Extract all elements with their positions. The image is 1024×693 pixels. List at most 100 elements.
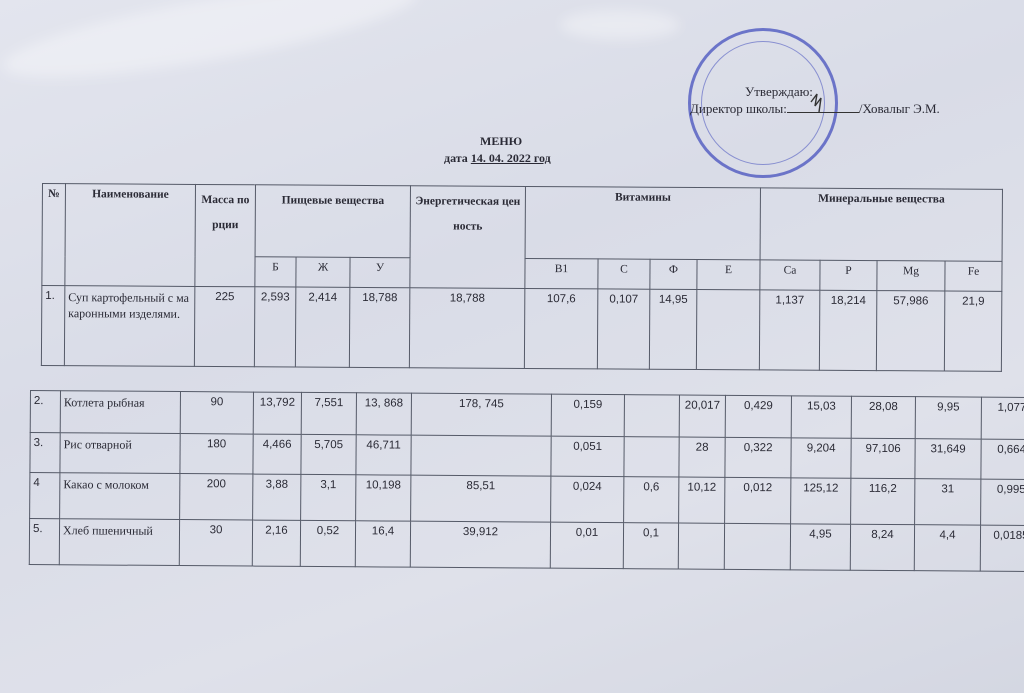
cell-name: Суп картофельный с макаронными изделями. (64, 285, 195, 367)
cell-name: Рис отварной (59, 432, 181, 474)
cell-energy (410, 435, 552, 477)
header-minerals: Минеральные вещества (760, 187, 1003, 262)
date-prefix: дата (444, 151, 468, 165)
subheader-5: Ф (649, 259, 698, 290)
cell-e: 0,429 (725, 395, 792, 438)
signature (810, 93, 822, 113)
signature-line (786, 93, 859, 113)
cell-ca: 15,03 (791, 395, 852, 439)
cell-u: 46,711 (355, 434, 412, 476)
table-row: 5. Хлеб пшеничный 30 2,16 0,52 16,4 39,912 0,01… (29, 518, 1024, 572)
cell-mg: 31,649 (914, 438, 982, 480)
cell-b: 2,16 (252, 520, 301, 567)
table-row: 2. Котлета рыбная 90 13,792 7,551 13, 868 178,… (30, 390, 1024, 440)
subheader-7: Ca (759, 259, 821, 291)
cell-fe: 1,077 (981, 397, 1024, 440)
cell-e (724, 523, 791, 570)
cell-mg: 4,4 (914, 524, 981, 572)
subheader-6: E (696, 259, 761, 290)
cell-zh: 7,551 (301, 392, 357, 435)
cell-ca: 9,204 (790, 437, 852, 479)
cell-c: 0,6 (623, 476, 679, 524)
cell-e: 0,322 (724, 437, 792, 478)
cell-name: Котлета рыбная (60, 390, 181, 434)
cell-u: 18,788 (349, 287, 410, 368)
cell-energy: 18,788 (409, 287, 525, 369)
cell-u: 10,198 (355, 474, 411, 522)
cell-f (678, 523, 725, 570)
subheader-2: У (349, 257, 411, 288)
table-row: 3. Рис отварной 180 4,466 5,705 46,711 0,051 28… (29, 432, 1024, 480)
subheader-9: Mg (876, 260, 946, 292)
cell-mass: 180 (179, 433, 254, 475)
director-name: /Ховалыг Э.М. (858, 101, 940, 116)
cell-b: 3,88 (252, 474, 301, 521)
cell-ca: 4,95 (790, 523, 851, 571)
cell-mg: 9,95 (915, 396, 982, 440)
subheader-1: Ж (295, 257, 351, 288)
header-mass: Масса порции (194, 184, 256, 287)
cell-fe: 0,0185 (980, 525, 1024, 572)
cell-c: 0,107 (597, 288, 650, 370)
page-title: МЕНЮ (480, 134, 523, 148)
menu-table-items: 2. Котлета рыбная 90 13,792 7,551 13, 868 178,… (29, 390, 1024, 572)
director-label: Директор школы: (690, 101, 787, 116)
cell-b: 4,466 (252, 434, 302, 475)
approve-label: Утверждаю: (745, 84, 813, 99)
cell-energy: 85,51 (410, 475, 551, 523)
table-row: 1. Суп картофельный с макаронными изделям… (41, 285, 1002, 372)
cell-b: 13,792 (253, 392, 302, 435)
cell-f: 10,12 (678, 477, 725, 524)
cell-p: 97,106 (850, 438, 916, 479)
cell-fe: 21,9 (944, 291, 1002, 372)
cell-b1: 0,051 (550, 436, 625, 477)
cell-name: Хлеб пшеничный (59, 518, 180, 566)
cell-mass: 225 (194, 286, 255, 367)
subheader-8: P (819, 260, 878, 291)
header-energy: Энергетическая ценность (409, 185, 526, 289)
cell-zh: 2,414 (295, 287, 350, 368)
cell-energy: 178, 745 (411, 393, 552, 437)
subheader-10: Fe (944, 261, 1003, 292)
cell-ca: 125,12 (790, 477, 851, 525)
subheader-3: B1 (524, 258, 599, 289)
cell-mass: 90 (180, 391, 254, 435)
cell-mg: 57,986 (876, 290, 945, 372)
cell-u: 13, 868 (356, 392, 412, 436)
director-line: Директор школы: /Ховалыг Э.М. (690, 93, 940, 117)
subheader-4: C (597, 258, 651, 290)
cell-p: 28,08 (851, 396, 916, 439)
cell-u: 16,4 (355, 520, 411, 568)
plastic-glare (0, 0, 423, 97)
header-name: Наименование (64, 183, 196, 287)
cell-p: 8,24 (850, 524, 915, 571)
cell-b1: 0,01 (550, 522, 624, 569)
cell-num: 3. (29, 432, 61, 473)
cell-fe: 0,664 (980, 439, 1024, 480)
cell-b: 2,593 (254, 286, 296, 368)
cell-e (696, 289, 760, 370)
cell-p: 18,214 (819, 290, 877, 371)
header-nutrients: Пищевые вещества (255, 184, 411, 258)
cell-c (623, 436, 680, 478)
table-row: 4 Какао с молоком 200 3,88 3,1 10,198 85,51 0,0… (29, 472, 1024, 526)
cell-fe: 0,995 (980, 479, 1024, 526)
cell-f: 28 (678, 437, 726, 478)
cell-mass: 30 (179, 519, 253, 567)
cell-b1: 0,159 (551, 394, 625, 437)
date-value: 14. 04. 2022 год (470, 151, 551, 165)
cell-energy: 39,912 (410, 521, 551, 569)
plastic-glare (560, 10, 680, 40)
school-stamp (688, 28, 838, 178)
cell-name: Какао с молоком (59, 472, 180, 520)
cell-zh: 5,705 (300, 434, 357, 475)
cell-f: 14,95 (649, 289, 697, 370)
cell-c (624, 394, 680, 438)
cell-zh: 3,1 (300, 474, 356, 521)
header-num: № (41, 183, 66, 286)
cell-b1: 107,6 (524, 288, 598, 369)
menu-date: дата 14. 04. 2022 год (444, 151, 551, 166)
cell-p: 116,2 (850, 478, 915, 525)
cell-c: 0,1 (623, 522, 679, 570)
cell-f: 20,017 (679, 395, 726, 438)
